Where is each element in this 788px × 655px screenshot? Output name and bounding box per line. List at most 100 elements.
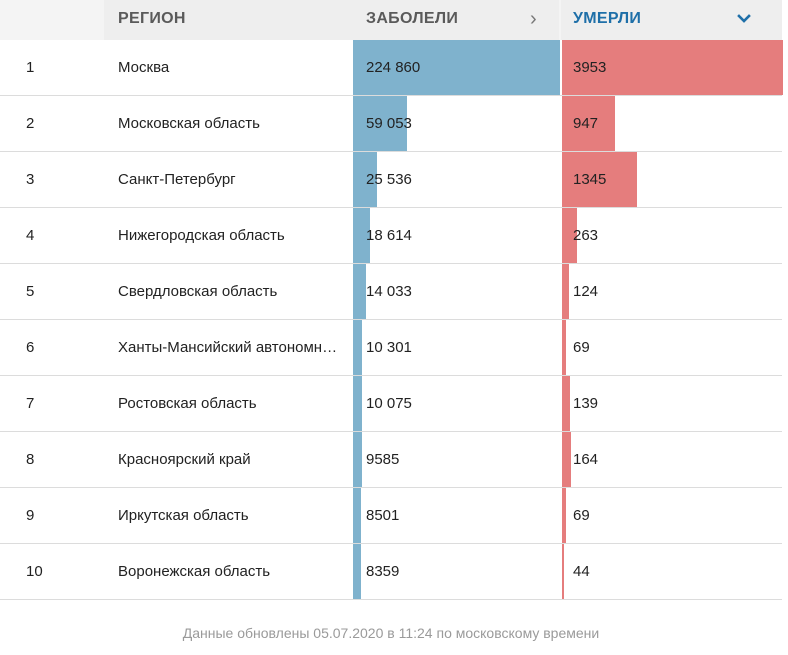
deaths-bar	[562, 544, 564, 599]
row-index: 10	[26, 563, 43, 580]
deaths-cell: 139	[562, 376, 783, 431]
deaths-bar	[562, 320, 566, 375]
cases-value: 10 301	[366, 339, 412, 356]
deaths-value: 69	[573, 507, 590, 524]
row-index: 2	[26, 115, 35, 132]
cases-bar	[353, 488, 361, 543]
cases-bar	[353, 376, 362, 431]
table-row[interactable]: 10 Воронежская область 8359 44	[0, 544, 782, 600]
table-row[interactable]: 4 Нижегородская область 18 614 263	[0, 208, 782, 264]
cases-value: 18 614	[366, 227, 412, 244]
row-index: 7	[26, 395, 35, 412]
row-region: Санкт-Петербург	[118, 171, 236, 188]
cases-bar	[353, 432, 362, 487]
deaths-cell: 44	[562, 544, 783, 599]
deaths-bar	[562, 432, 571, 487]
chevron-down-icon	[737, 0, 751, 40]
deaths-cell: 164	[562, 432, 783, 487]
cases-cell: 14 033	[353, 264, 560, 319]
cases-cell: 18 614	[353, 208, 560, 263]
cases-bar	[353, 264, 366, 319]
cases-value: 59 053	[366, 115, 412, 132]
table-row[interactable]: 3 Санкт-Петербург 25 536 1345	[0, 152, 782, 208]
row-index: 9	[26, 507, 35, 524]
header-deaths-sort-button[interactable]: УМЕРЛИ	[561, 0, 782, 40]
cases-cell: 59 053	[353, 96, 560, 151]
cases-value: 25 536	[366, 171, 412, 188]
row-region: Ростовская область	[118, 395, 257, 412]
table-body: 1 Москва 224 860 3953 2 Московская область 59 …	[0, 40, 783, 600]
row-region: Свердловская область	[118, 283, 278, 300]
row-region: Московская область	[118, 115, 260, 132]
update-note: Данные обновлены 05.07.2020 в 11:24 по м…	[182, 625, 600, 641]
row-index: 4	[26, 227, 35, 244]
cases-value: 14 033	[366, 283, 412, 300]
row-region: Красноярский край	[118, 451, 251, 468]
cases-cell: 8501	[353, 488, 560, 543]
deaths-value: 1345	[573, 171, 607, 188]
deaths-bar	[562, 40, 783, 95]
cases-cell: 10 075	[353, 376, 560, 431]
deaths-cell: 69	[562, 320, 783, 375]
deaths-value: 3953	[573, 59, 607, 76]
chevron-right-icon: ›	[530, 8, 537, 30]
deaths-bar	[562, 96, 615, 151]
deaths-value: 947	[573, 115, 599, 132]
table-row[interactable]: 8 Красноярский край 9585 164	[0, 432, 782, 488]
table-row[interactable]: 5 Свердловская область 14 033 124	[0, 264, 782, 320]
table-row[interactable]: 7 Ростовская область 10 075 139	[0, 376, 782, 432]
row-region: Воронежская область	[118, 563, 271, 580]
cases-bar	[353, 320, 362, 375]
deaths-bar	[562, 264, 569, 319]
row-region: Иркутская область	[118, 507, 249, 524]
header-deaths-label: УМЕРЛИ	[573, 10, 642, 27]
deaths-bar	[562, 488, 566, 543]
deaths-cell: 69	[562, 488, 783, 543]
cases-value: 10 075	[366, 395, 412, 412]
deaths-cell: 1345	[562, 152, 783, 207]
cases-bar	[353, 152, 377, 207]
row-region: Ханты-Мансийский автономный округ — Югра	[118, 339, 340, 356]
row-index: 6	[26, 339, 35, 356]
row-region: Нижегородская область	[118, 227, 285, 244]
cases-cell: 224 860	[353, 40, 560, 95]
deaths-cell: 3953	[562, 40, 783, 95]
row-index: 3	[26, 171, 35, 188]
row-region: Москва	[118, 59, 170, 76]
deaths-value: 124	[573, 283, 599, 300]
header-index-cell	[0, 0, 104, 40]
deaths-bar	[562, 152, 637, 207]
table-header: РЕГИОН ЗАБОЛЕЛИ › УМЕРЛИ	[0, 0, 782, 40]
cases-bar	[353, 544, 361, 599]
deaths-value: 263	[573, 227, 599, 244]
row-index: 8	[26, 451, 35, 468]
table-row[interactable]: 9 Иркутская область 8501 69	[0, 488, 782, 544]
cases-bar	[353, 208, 370, 263]
cases-cell: 9585	[353, 432, 560, 487]
deaths-value: 164	[573, 451, 599, 468]
row-index: 5	[26, 283, 35, 300]
deaths-value: 69	[573, 339, 590, 356]
header-cases-sort-button[interactable]: ЗАБОЛЕЛИ ›	[352, 0, 559, 40]
table-row[interactable]: 6 Ханты-Мансийский автономный округ — Югр…	[0, 320, 782, 376]
cases-bar	[353, 40, 560, 95]
row-index: 1	[26, 59, 35, 76]
header-region[interactable]: РЕГИОН	[104, 0, 352, 40]
cases-value: 8501	[366, 507, 400, 524]
deaths-cell: 124	[562, 264, 783, 319]
cases-cell: 10 301	[353, 320, 560, 375]
header-region-label: РЕГИОН	[118, 10, 186, 27]
table-row[interactable]: 2 Московская область 59 053 947	[0, 96, 782, 152]
deaths-cell: 263	[562, 208, 783, 263]
cases-value: 224 860	[366, 59, 421, 76]
deaths-value: 139	[573, 395, 599, 412]
cases-value: 8359	[366, 563, 400, 580]
deaths-bar	[562, 208, 577, 263]
cases-cell: 25 536	[353, 152, 560, 207]
table-row[interactable]: 1 Москва 224 860 3953	[0, 40, 783, 96]
header-cases-label: ЗАБОЛЕЛИ	[366, 10, 459, 27]
deaths-bar	[562, 376, 570, 431]
cases-value: 9585	[366, 451, 400, 468]
deaths-cell: 947	[562, 96, 783, 151]
cases-cell: 8359	[353, 544, 560, 599]
